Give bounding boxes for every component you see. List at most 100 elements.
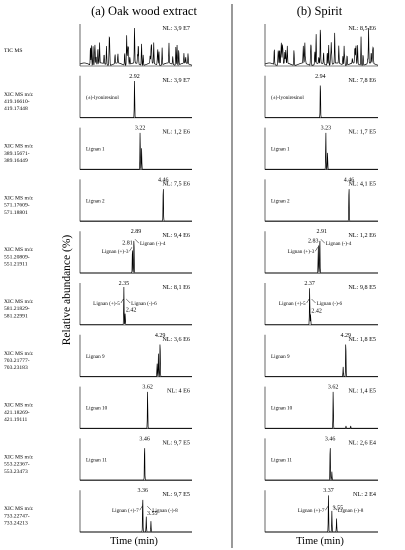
x-axis-label-right: Time (min) — [296, 536, 344, 547]
annotation-arrow — [332, 506, 338, 511]
row-label: TIC MS — [4, 48, 23, 54]
peak-label: 3.46 — [139, 436, 150, 442]
annotation-arrow — [325, 506, 329, 511]
nl-value: NL: 3,6 E6 — [162, 336, 190, 343]
chromatogram-panel: NL: 1,2 E6 2.83 2.91 Lignan (+)-3 Lignan (-)… — [264, 229, 378, 274]
annotation-arrow — [147, 506, 152, 511]
peak-label: 4.29 — [155, 333, 166, 339]
chromatogram-panel: NL: 3,9 E7 — [79, 24, 193, 67]
peak-annotation: Lignan (+)-5 — [93, 300, 120, 307]
nl-value: NL: 7,5 E6 — [162, 180, 190, 187]
peak-label: 3.23 — [321, 126, 332, 132]
peak-annotation: Lignan (+)-3 — [102, 248, 129, 255]
chromatogram-trace — [80, 391, 192, 429]
annotation-arrow — [315, 247, 319, 252]
compound-label: (±)-lyoniresinol — [86, 94, 119, 101]
chromatogram-trace — [80, 240, 192, 274]
peak-label: 2.42 — [311, 308, 322, 314]
chromatogram-panel: NL: 4,1 E5 Lignan 2 4.46 — [264, 177, 378, 222]
chromatogram-panel: NL: 9,8 E5 2.37 2.42 Lignan (+)-5 Lignan (-)… — [264, 281, 378, 326]
peak-annotation: Lignan (+)-3 — [288, 248, 315, 255]
peak-annotation: Lignan (-)-4 — [326, 240, 352, 247]
compound-label: Lignan 10 — [86, 406, 108, 412]
svg-text:TIC MS: TIC MS — [4, 48, 23, 54]
chromatogram-trace — [265, 240, 378, 274]
nl-value: NL: 1,8 E5 — [348, 336, 376, 343]
peak-annotation: Lignan (-)-8 — [152, 507, 178, 514]
chromatogram-panel: NL: 3,9 E7 (±)-lyoniresinol 2.92 — [79, 74, 192, 119]
row-label: XIC MS m/z 703.21777-703.23183 — [4, 351, 33, 371]
peak-label: 4.46 — [344, 177, 355, 183]
nl-value: NL: 1,2 E6 — [162, 129, 190, 136]
chromatogram-panel: NL: 9,7 E5 Lignan 11 3.46 — [79, 436, 192, 481]
row-label: XIC MS m/z 581.21829-581.22991 — [4, 299, 33, 319]
chromatogram-trace — [80, 132, 192, 170]
compound-label: Lignan 9 — [86, 354, 105, 360]
peak-label: 2.37 — [304, 281, 315, 287]
y-axis-label: Relative abundance (%) — [61, 235, 73, 346]
chromatogram-panel: NL: 7,5 E6 Lignan 2 4.46 — [79, 177, 192, 222]
peak-label: 3.22 — [135, 126, 146, 132]
compound-label: Lignan 10 — [271, 406, 293, 412]
annotation-arrow — [134, 239, 140, 244]
nl-value: NL: 4,1 E5 — [348, 180, 376, 187]
chromatogram-panel: NL: 7,8 E6 (±)-lyoniresinol 2.94 — [264, 74, 378, 119]
peak-label: 3.62 — [328, 385, 339, 391]
peak-annotation: Lignan (+)-7 — [112, 507, 139, 514]
chromatogram-panel: NL: 8,1 E6 2.35 2.42 Lignan (+)-5 Lignan (-)… — [79, 281, 192, 326]
annotation-arrow — [139, 506, 143, 511]
row-label: XIC MS m/z 421.18269-421.19111 — [4, 403, 33, 423]
nl-value: NL: 1,7 E5 — [348, 129, 376, 136]
chromatogram-trace — [80, 286, 192, 325]
annotation-arrow — [129, 247, 133, 252]
column-title-spirit: (b) Spirit — [297, 4, 343, 18]
nl-value: NL: 3,9 E7 — [162, 77, 190, 84]
chromatogram-panel: NL: 1,8 E5 Lignan 9 4.29 — [264, 333, 378, 378]
compound-label: Lignan 9 — [271, 354, 290, 360]
chromatogram-trace — [80, 81, 192, 118]
peak-label: 3.55 — [333, 505, 344, 511]
chromatogram-panel: NL: 3,6 E6 Lignan 9 4.29 — [79, 333, 192, 378]
peak-label: 4.46 — [158, 177, 169, 183]
annotation-arrow — [120, 298, 124, 304]
chromatogram-trace — [80, 344, 192, 378]
chromatogram-trace — [265, 85, 378, 118]
peak-annotation: Lignan (+)-7 — [298, 507, 325, 514]
nl-value: NL: 9,8 E5 — [348, 284, 376, 291]
annotation-arrow — [125, 298, 131, 304]
chromatogram-trace — [80, 448, 192, 481]
peak-label: 2.91 — [317, 229, 328, 235]
peak-label: 2.89 — [131, 229, 142, 235]
peak-annotation: Lignan (-)-6 — [317, 300, 343, 307]
peak-label: 2.92 — [129, 74, 140, 80]
chromatogram-panel: NL: 2,6 E4 Lignan 11 3.46 — [264, 436, 378, 481]
compound-label: Lignan 2 — [86, 198, 105, 204]
chromatogram-panel: NL: 9,4 E6 2.81 2.89 Lignan (+)-3 Lignan (-)… — [79, 229, 192, 274]
peak-label: 2.42 — [126, 308, 137, 314]
nl-value: NL: 8,1 E6 — [162, 284, 190, 291]
compound-label: Lignan 11 — [86, 457, 107, 463]
row-label: XIC MS m/z 551.20809-551.21911 — [4, 247, 33, 267]
nl-value: NL: 9,7 E5 — [162, 491, 190, 498]
row-label: XIC MS m/z 389.15671-389.16449 — [4, 144, 33, 164]
nl-value: NL: 1,4 E5 — [348, 388, 376, 395]
annotation-arrow — [311, 298, 316, 304]
compound-label: Lignan 1 — [271, 147, 290, 153]
chromatogram-trace — [265, 132, 378, 170]
chromatogram-trace — [265, 448, 378, 481]
peak-label: 2.83 — [308, 239, 319, 245]
nl-value: NL: 7,8 E6 — [348, 77, 376, 84]
nl-value: NL: 9,4 E6 — [162, 232, 190, 239]
peak-label: 3.37 — [323, 488, 334, 494]
compound-label: Lignan 2 — [271, 198, 290, 204]
chromatogram-trace — [79, 27, 193, 67]
